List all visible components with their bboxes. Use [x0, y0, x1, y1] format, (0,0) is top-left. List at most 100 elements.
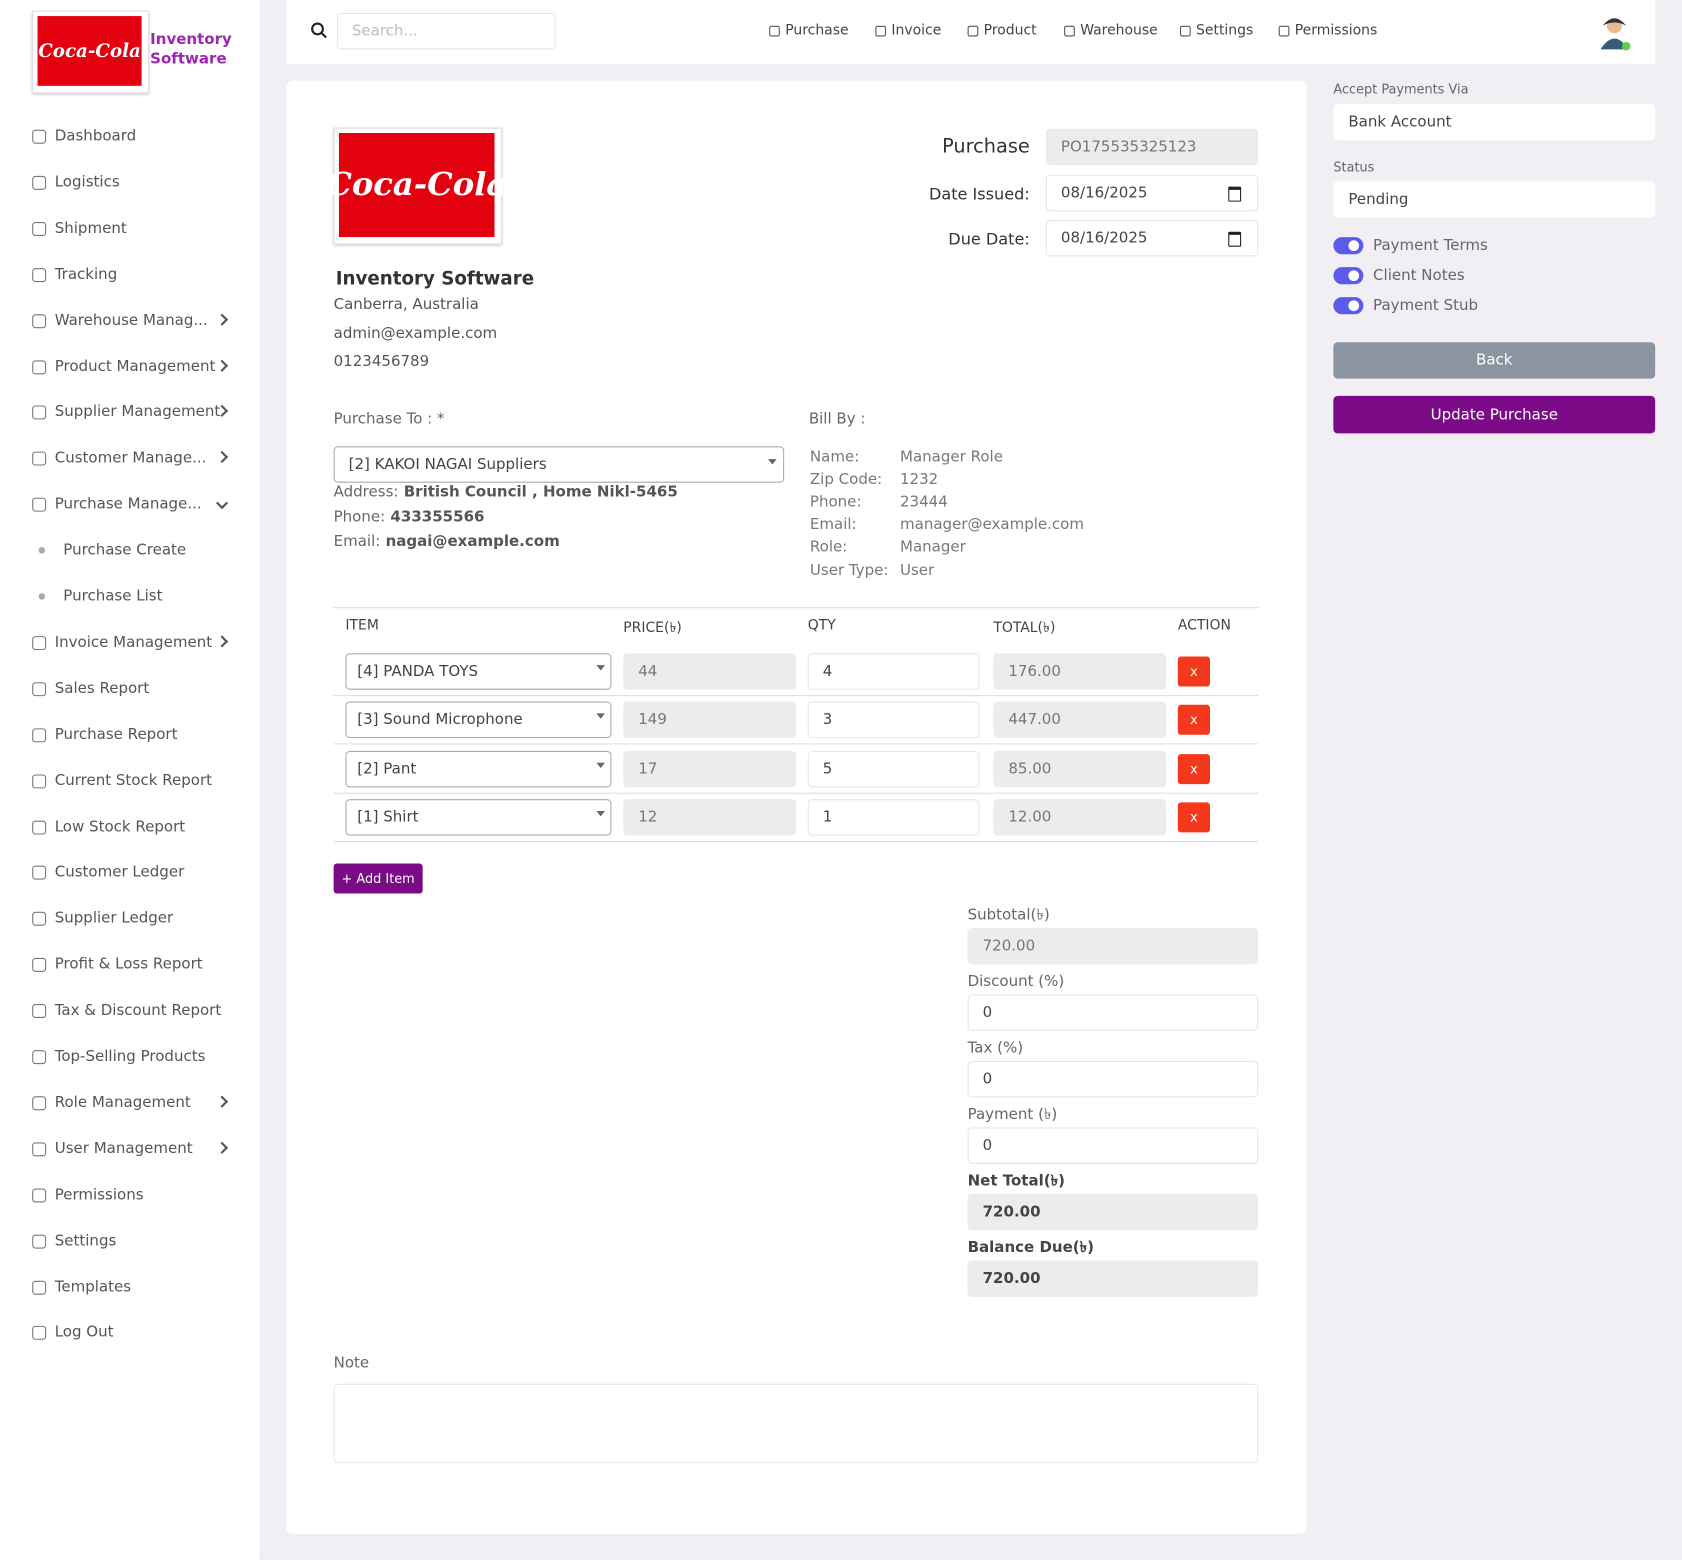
- qty-input[interactable]: 1: [807, 799, 980, 836]
- summary-value: 720.00: [967, 927, 1259, 965]
- submenu-item[interactable]: Purchase Create: [63, 541, 187, 559]
- company-phone: 0123456789: [333, 352, 430, 371]
- nav-item[interactable]: Templates: [54, 1278, 132, 1296]
- item-caret: [596, 762, 606, 773]
- nav-item[interactable]: Current Stock Report: [54, 771, 213, 790]
- purchase-label: Purchase: [942, 135, 1030, 158]
- nav-item[interactable]: Role Management: [54, 1094, 191, 1112]
- top-nav-link[interactable]: Settings: [1196, 22, 1254, 39]
- accept-select[interactable]: Bank Account: [1333, 104, 1656, 141]
- nav-item[interactable]: Tracking: [54, 265, 118, 283]
- nav-icon: [32, 958, 47, 973]
- summary-value[interactable]: 0: [967, 1127, 1259, 1164]
- nav-icon: [32, 1326, 47, 1341]
- item-select[interactable]: [2] Pant: [345, 750, 612, 788]
- nav-item[interactable]: Dashboard: [54, 127, 137, 145]
- nav-icon: [32, 728, 47, 742]
- search-input[interactable]: Search...: [336, 12, 556, 50]
- nav-item[interactable]: Customer Ledger: [54, 863, 185, 882]
- nav-item[interactable]: Sales Report: [54, 679, 150, 698]
- top-nav-link[interactable]: Purchase: [785, 22, 849, 39]
- summary-label: Subtotal(৳): [967, 906, 1050, 924]
- top-nav-link[interactable]: Warehouse: [1080, 22, 1158, 39]
- toggle-knob: [1348, 300, 1360, 312]
- bill-by-value: manager@example.com: [899, 516, 1085, 534]
- row-line: [333, 792, 1259, 794]
- summary-label: Balance Due(৳): [967, 1238, 1095, 1257]
- row-line: [333, 695, 1259, 697]
- item-select[interactable]: [1] Shirt: [345, 799, 612, 836]
- brand-name: Inventory Software: [150, 31, 232, 68]
- total-input: 447.00: [993, 701, 1167, 739]
- date-input[interactable]: 08/16/2025: [1045, 174, 1259, 212]
- top-nav-icon: [1064, 25, 1075, 37]
- summary-value: 720.00: [967, 1260, 1259, 1297]
- avatar[interactable]: [1598, 15, 1632, 51]
- bill-by-key: Name:: [809, 448, 860, 466]
- nav-item[interactable]: Log Out: [54, 1324, 114, 1342]
- nav-item[interactable]: User Management: [54, 1140, 193, 1158]
- top-nav-link[interactable]: Product: [983, 22, 1037, 39]
- nav-item[interactable]: Purchase Report: [54, 725, 178, 744]
- add-item-button[interactable]: + Add Item: [333, 863, 423, 894]
- table-header: ITEM: [345, 617, 379, 634]
- sidebar: [0, 0, 260, 1560]
- price-input: 17: [623, 750, 796, 788]
- nav-item[interactable]: Logistics: [54, 173, 120, 191]
- price-input: 44: [623, 653, 796, 690]
- summary-label: Tax (%): [967, 1039, 1024, 1057]
- table-header: ACTION: [1177, 617, 1231, 634]
- top-nav-link[interactable]: Invoice: [891, 22, 942, 39]
- bill-by-key: Email:: [809, 516, 857, 534]
- nav-icon: [32, 682, 47, 696]
- nav-icon: [32, 497, 47, 512]
- supplier-select[interactable]: [2] KAKOI NAGAI Suppliers: [333, 446, 785, 483]
- nav-icon: [32, 175, 47, 190]
- date-label: Due Date:: [948, 229, 1030, 249]
- remove-button[interactable]: x: [1177, 704, 1211, 735]
- note-label: Note: [333, 1354, 370, 1372]
- nav-item[interactable]: Supplier Ledger: [54, 909, 174, 928]
- item-select[interactable]: [4] PANDA TOYS: [345, 653, 612, 690]
- top-nav-link[interactable]: Permissions: [1294, 22, 1378, 39]
- status-select[interactable]: Pending: [1333, 181, 1656, 218]
- nav-item[interactable]: Low Stock Report: [54, 817, 186, 836]
- nav-item[interactable]: Product Management: [54, 357, 216, 375]
- nav-icon: [32, 1234, 47, 1249]
- remove-button[interactable]: x: [1177, 802, 1211, 833]
- remove-button[interactable]: x: [1177, 656, 1211, 687]
- item-select[interactable]: [3] Sound Microphone: [345, 701, 612, 739]
- nav-item[interactable]: Shipment: [54, 219, 127, 237]
- search-icon: [311, 22, 327, 39]
- nav-item[interactable]: Purchase Manage...: [54, 495, 202, 513]
- qty-input[interactable]: 3: [807, 701, 980, 739]
- note-textarea[interactable]: [333, 1383, 1259, 1464]
- update-button[interactable]: Update Purchase: [1333, 395, 1656, 434]
- nav-item[interactable]: Invoice Management: [54, 633, 213, 652]
- remove-button[interactable]: x: [1177, 754, 1211, 785]
- nav-item[interactable]: Tax & Discount Report: [54, 1002, 222, 1020]
- nav-item[interactable]: Supplier Management: [54, 403, 221, 421]
- date-input[interactable]: 08/16/2025: [1045, 219, 1259, 257]
- bill-by-label: Bill By :: [808, 410, 866, 429]
- submenu-item[interactable]: Purchase List: [63, 587, 163, 606]
- nav-item[interactable]: Settings: [54, 1232, 117, 1250]
- nav-item[interactable]: Permissions: [54, 1186, 144, 1204]
- toggle-label: Payment Stub: [1373, 297, 1479, 315]
- toggle-knob: [1348, 240, 1360, 252]
- nav-item[interactable]: Customer Manage...: [54, 449, 207, 467]
- nav-item[interactable]: Top-Selling Products: [54, 1048, 206, 1066]
- summary-value[interactable]: 0: [967, 994, 1259, 1031]
- nav-item[interactable]: Warehouse Manag...: [54, 311, 208, 329]
- nav-item[interactable]: Profit & Loss Report: [54, 955, 203, 974]
- summary-value[interactable]: 0: [967, 1060, 1259, 1098]
- bill-by-value: Manager: [899, 538, 966, 557]
- qty-input[interactable]: 5: [807, 750, 980, 788]
- item-caret: [596, 810, 606, 821]
- nav-icon: [32, 1096, 47, 1111]
- supplier-address-label: Address: British Council , Home Nikl-546…: [333, 483, 678, 501]
- top-nav-icon: [967, 25, 979, 37]
- back-button[interactable]: Back: [1333, 342, 1656, 379]
- qty-input[interactable]: 4: [807, 653, 980, 690]
